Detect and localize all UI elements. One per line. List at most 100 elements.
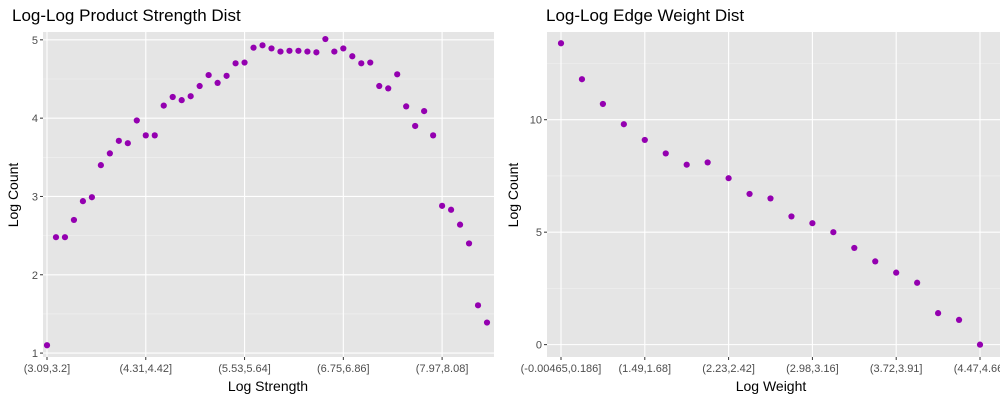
chart-product-strength: Log-Log Product Strength Dist 1 2 3 4 5 (3.09…	[5, 6, 494, 394]
data-point	[976, 341, 984, 348]
data-point	[142, 132, 149, 139]
gridlines	[547, 32, 1000, 357]
data-point	[340, 45, 347, 52]
x-tick-label: (-0.00465,0.186]	[521, 363, 602, 375]
data-point	[88, 194, 95, 201]
data-point	[830, 229, 837, 236]
data-point	[809, 220, 816, 227]
data-point	[893, 269, 900, 276]
data-point	[746, 190, 753, 198]
data-point	[447, 206, 455, 213]
data-point	[178, 97, 185, 104]
data-point	[872, 258, 879, 265]
data-point	[106, 150, 113, 157]
data-point	[376, 82, 383, 90]
data-point	[367, 59, 374, 66]
data-point	[277, 48, 284, 55]
data-point	[662, 150, 669, 157]
data-point	[430, 132, 437, 139]
data-point	[483, 319, 491, 326]
data-point	[385, 85, 392, 92]
x-axis-title: Log Weight	[736, 378, 807, 394]
data-point	[79, 198, 87, 205]
data-point	[331, 48, 338, 55]
data-point	[232, 60, 239, 67]
data-point	[788, 213, 795, 220]
data-point	[349, 53, 356, 60]
y-axis-title: Log Count	[5, 163, 21, 228]
axis-ticks: 1 2 3 4 5 (3.09,3.2] (4.31,4.42] (5.53,5.64] (6.…	[24, 35, 469, 375]
chart-title: Log-Log Edge Weight Dist	[546, 6, 744, 25]
data-point	[61, 234, 69, 241]
data-point	[241, 59, 248, 66]
data-point	[557, 40, 565, 47]
axis-ticks: 0 5 10 (-0.00465,0.186] (1.49,1.68] (2.23,2.4…	[521, 115, 1000, 375]
data-point	[456, 221, 464, 228]
data-point	[620, 121, 627, 128]
x-tick-label: (2.23,2.42]	[702, 363, 755, 375]
data-point	[851, 244, 858, 252]
data-point	[295, 47, 302, 54]
x-axis-title: Log Strength	[228, 378, 308, 394]
data-point	[704, 159, 711, 166]
data-point	[169, 93, 176, 101]
data-point	[160, 102, 167, 109]
x-tick-label: (3.72,3.91]	[870, 363, 923, 375]
data-point	[578, 76, 586, 83]
data-point	[322, 35, 329, 43]
y-axis-title: Log Count	[505, 163, 521, 228]
gridlines	[43, 32, 494, 357]
data-point	[599, 100, 607, 108]
x-tick-label: (4.47,4.66]	[954, 363, 1000, 375]
data-point	[205, 71, 212, 79]
data-point	[43, 342, 51, 349]
y-tick-label: 1	[32, 348, 38, 360]
data-point	[268, 45, 275, 52]
data-point	[115, 137, 122, 144]
data-point	[412, 122, 419, 130]
data-point	[133, 117, 140, 124]
data-point	[358, 60, 365, 67]
data-point	[474, 302, 482, 309]
data-point	[196, 82, 203, 90]
data-point	[214, 79, 221, 87]
y-tick-label: 3	[32, 191, 38, 203]
x-tick-label: (1.49,1.68]	[619, 363, 672, 375]
x-tick-label: (4.31,4.42]	[119, 363, 172, 375]
data-point	[914, 279, 921, 286]
data-point	[403, 103, 410, 110]
data-point	[250, 44, 257, 51]
data-points	[43, 35, 491, 349]
y-tick-label: 10	[530, 115, 542, 127]
y-tick-label: 2	[32, 270, 38, 282]
data-point	[394, 71, 401, 78]
data-point	[439, 202, 446, 209]
data-point	[151, 132, 158, 139]
data-point	[641, 136, 648, 144]
x-tick-label: (7.97,8.08]	[416, 363, 469, 375]
x-tick-label: (3.09,3.2]	[24, 363, 70, 375]
data-point	[223, 72, 230, 79]
data-point	[421, 107, 428, 115]
data-point	[465, 240, 473, 247]
data-point	[187, 93, 194, 100]
data-point	[935, 310, 942, 317]
y-tick-label: 4	[32, 113, 38, 125]
chart-edge-weight: Log-Log Edge Weight Dist 0 5 10 (-0.00465,0…	[505, 6, 1000, 394]
plot-panel	[547, 32, 1000, 357]
plot-panel	[43, 32, 494, 357]
data-point	[286, 47, 293, 54]
y-tick-label: 0	[536, 340, 542, 352]
data-point	[304, 48, 311, 55]
data-point	[683, 161, 690, 168]
data-point	[52, 234, 60, 241]
x-tick-label: (5.53,5.64]	[218, 363, 271, 375]
data-point	[70, 216, 78, 224]
y-tick-label: 5	[536, 227, 542, 239]
data-point	[259, 42, 266, 49]
x-tick-label: (2.98,3.16]	[786, 363, 839, 375]
x-tick-label: (6.75,6.86]	[317, 363, 370, 375]
y-tick-label: 5	[32, 35, 38, 47]
data-point	[124, 140, 131, 147]
